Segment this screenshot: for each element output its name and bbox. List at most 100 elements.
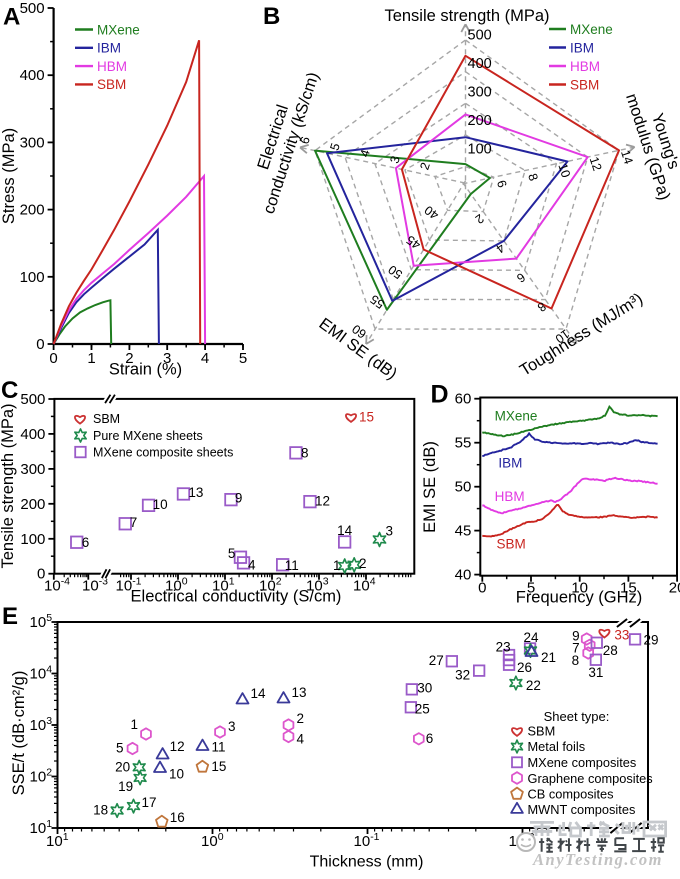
svg-text:16: 16 [170,810,185,825]
svg-text:8: 8 [301,445,309,460]
svg-text:32: 32 [455,668,470,683]
svg-text:HBM: HBM [495,489,525,504]
svg-text:Pure MXene sheets: Pure MXene sheets [93,429,203,443]
svg-text:10: 10 [555,162,573,180]
svg-text:13: 13 [188,485,203,500]
svg-text:SSE/t (dB·cm²/g): SSE/t (dB·cm²/g) [10,671,28,796]
svg-text:Sheet type:: Sheet type: [544,709,610,724]
svg-text:40: 40 [455,567,472,584]
svg-text:55: 55 [455,435,472,452]
svg-text:Electrical conductivity (S/cm): Electrical conductivity (S/cm) [131,588,342,606]
svg-text:6: 6 [82,535,90,550]
svg-text:IBM: IBM [498,456,522,471]
svg-text:HBM: HBM [97,59,127,74]
svg-text:IBM: IBM [570,40,594,55]
svg-text:50: 50 [455,479,472,496]
svg-text:5: 5 [116,741,124,756]
svg-text:30: 30 [417,680,432,695]
svg-text:31: 31 [588,665,603,680]
svg-text:5: 5 [327,141,342,152]
svg-text:12: 12 [587,155,605,173]
svg-text:60: 60 [349,322,369,342]
svg-text:SBM: SBM [497,537,526,552]
svg-text:15: 15 [359,409,374,424]
svg-text:27: 27 [429,653,444,668]
svg-text:A: A [3,4,20,31]
svg-text:Stress (MPa): Stress (MPa) [0,128,18,224]
svg-text:300: 300 [20,461,45,478]
svg-text:19: 19 [118,779,133,794]
svg-text:Tensile strength (MPa): Tensile strength (MPa) [0,403,17,568]
svg-text:SBM: SBM [570,77,599,92]
svg-text:Strain (%): Strain (%) [109,361,182,379]
svg-text:500: 500 [20,391,45,408]
svg-text:6: 6 [494,178,509,189]
svg-text:3: 3 [228,719,236,734]
svg-text:18: 18 [93,803,108,818]
svg-text:Tensile strength (MPa): Tensile strength (MPa) [384,7,549,25]
svg-text:29: 29 [644,632,659,647]
svg-text:7: 7 [572,640,580,655]
svg-text:20: 20 [669,580,680,597]
svg-text:300: 300 [468,85,492,101]
svg-text:AnyTesting.com: AnyTesting.com [532,850,663,869]
svg-text:500: 500 [468,28,492,44]
svg-text:11: 11 [212,740,226,755]
svg-text:400: 400 [468,56,492,72]
svg-text:SBM: SBM [97,77,126,92]
svg-text:21: 21 [541,650,556,665]
svg-text:14: 14 [337,523,353,538]
svg-text:MXene: MXene [97,22,140,37]
svg-text:0: 0 [36,336,44,353]
svg-text:SBM: SBM [93,412,120,426]
svg-text:7: 7 [130,515,138,530]
svg-text:5: 5 [239,350,247,367]
svg-text:60: 60 [455,391,472,408]
svg-text:45: 45 [404,232,424,252]
svg-text:0: 0 [37,566,45,583]
svg-text:8: 8 [525,172,540,183]
svg-text:Thickness (mm): Thickness (mm) [310,854,424,871]
svg-text:23: 23 [496,640,511,655]
svg-text:0: 0 [49,350,57,367]
svg-text:24: 24 [523,630,539,645]
svg-text:50: 50 [386,262,406,282]
svg-text:MXene: MXene [570,22,613,37]
svg-text:MXene composite sheets: MXene composite sheets [93,446,233,460]
svg-text:0: 0 [478,580,486,597]
svg-text:200: 200 [20,496,45,513]
svg-text:400: 400 [20,426,45,443]
svg-text:1: 1 [333,558,341,573]
svg-text:6: 6 [297,135,312,146]
svg-text:25: 25 [415,701,430,716]
svg-text:Frequency (GHz): Frequency (GHz) [516,589,643,607]
svg-text:5: 5 [527,580,535,597]
svg-text:10: 10 [571,580,588,597]
svg-text:4: 4 [357,148,372,159]
svg-text:20: 20 [115,759,130,774]
svg-text:B: B [263,3,280,30]
svg-text:13: 13 [292,685,307,700]
svg-text:12: 12 [170,739,185,754]
svg-text:3: 3 [387,154,402,165]
svg-text:MXene composites: MXene composites [528,755,637,770]
svg-text:12: 12 [315,494,330,509]
svg-text:500: 500 [20,0,45,17]
svg-text:15: 15 [211,759,226,774]
svg-text:1: 1 [87,350,95,367]
svg-text:E: E [2,603,18,630]
svg-text:400: 400 [20,67,45,84]
svg-text:8: 8 [572,653,580,668]
svg-text:9: 9 [572,629,580,644]
svg-text:100: 100 [20,269,45,286]
svg-text:C: C [1,377,18,404]
svg-text:200: 200 [468,113,492,129]
svg-text:Metal foils: Metal foils [528,739,586,754]
svg-text:15: 15 [620,580,637,597]
svg-text:33: 33 [614,627,629,642]
svg-text:4: 4 [248,557,256,572]
svg-text:22: 22 [526,678,541,693]
svg-text:2: 2 [125,350,133,367]
svg-text:10: 10 [169,767,184,782]
svg-text:45: 45 [455,523,472,540]
